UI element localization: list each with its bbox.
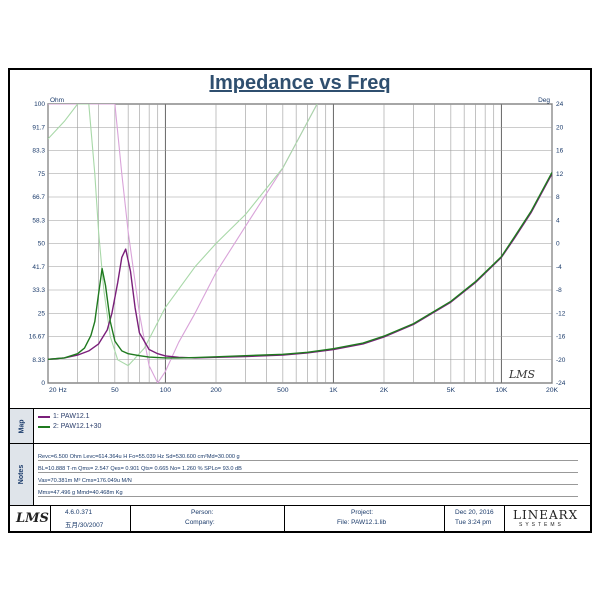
footer-brand-cell: LINEARX SYSTEMS	[504, 506, 590, 531]
notes-section: Notes Revc=6.500 Ohm Levc=614.364u H Fo=…	[10, 444, 590, 506]
y-left-axis-label: Ohm	[50, 97, 64, 104]
person-label: Person:	[191, 509, 214, 516]
y-left-tick-label: 41.7	[32, 264, 45, 271]
note-line-4: Mms=47.496 g Mmd=40.468m Kg	[38, 490, 578, 497]
company-label: Company:	[185, 519, 215, 526]
x-tick-label: 5K	[447, 387, 456, 394]
legend-item-2: 2: PAW12.1+30	[38, 423, 101, 430]
notes-side-label: Notes	[10, 444, 34, 505]
y-right-tick-label: -24	[556, 380, 566, 387]
y-right-tick-label: -4	[556, 264, 562, 271]
phase-series-line	[48, 104, 318, 367]
note-line-3: Vas=70.381m M³ Cms=176.049u M/N	[38, 478, 578, 485]
legend-swatch-2	[38, 425, 50, 428]
legend-label-1: 1: PAW12.1	[53, 413, 90, 420]
legend-section: Map 1: PAW12.1 2: PAW12.1+30	[10, 408, 590, 444]
notes-side-label-text: Notes	[17, 464, 25, 485]
y-left-tick-label: 50	[38, 241, 46, 248]
lms-logo: LMS	[16, 511, 49, 526]
y-left-tick-label: 16.67	[29, 334, 46, 341]
y-right-axis-label: Deg	[538, 97, 550, 104]
legend-label-2: 2: PAW12.1+30	[53, 423, 102, 430]
y-left-tick-label: 25	[38, 310, 46, 317]
y-left-tick-label: 83.3	[32, 148, 45, 155]
y-right-tick-label: 24	[556, 101, 564, 108]
y-right-tick-label: -20	[556, 357, 566, 364]
x-tick-label: 100	[160, 387, 172, 394]
x-tick-label: 20 Hz	[49, 387, 67, 394]
y-right-tick-label: -12	[556, 310, 566, 317]
y-right-tick-label: 8	[556, 194, 560, 201]
version-text: 4.6.0.371	[65, 509, 93, 516]
date-local-text: 五月/30/2007	[65, 522, 104, 529]
y-left-tick-label: 58.3	[32, 217, 45, 224]
x-tick-label: 200	[210, 387, 222, 394]
linearx-logo: LINEARX	[513, 508, 579, 522]
note-line-1: Revc=6.500 Ohm Levc=614.364u H Fo=55.039…	[38, 454, 578, 461]
y-left-tick-label: 8.33	[32, 357, 45, 364]
footer-person-cell: Person: Company:	[130, 506, 284, 531]
chart-title: Impedance vs Freq	[209, 72, 391, 94]
y-right-tick-label: 20	[556, 124, 564, 131]
x-tick-label: 10K	[495, 387, 508, 394]
note-line-2: BL=10.888 T·m Qms= 2.547 Qes= 0.901 Qts=…	[38, 466, 578, 473]
date-text: Dec 20, 2016	[455, 509, 494, 516]
y-right-tick-label: 0	[556, 241, 560, 248]
x-tick-label: 20K	[546, 387, 559, 394]
linearx-subtitle: SYSTEMS	[519, 522, 564, 528]
project-label: Project:	[351, 509, 374, 516]
x-tick-label: 1K	[329, 387, 338, 394]
y-left-tick-label: 75	[38, 171, 46, 178]
legend-item-1: 1: PAW12.1	[38, 413, 90, 420]
y-right-tick-label: 12	[556, 171, 564, 178]
footer-logo-cell: LMS	[10, 506, 50, 531]
x-tick-label: 2K	[380, 387, 389, 394]
lms-watermark: LMS	[508, 368, 536, 381]
time-text: Tue 3:24 pm	[455, 519, 492, 526]
legend-swatch-1	[38, 415, 50, 418]
footer-date-cell: Dec 20, 2016 Tue 3:24 pm	[444, 506, 504, 531]
footer-version-cell: 4.6.0.371 五月/30/2007	[50, 506, 130, 531]
footer-project-cell: Project: File: PAW12.1.lib	[284, 506, 444, 531]
legend-side-label-text: Map	[18, 419, 25, 433]
legend-side-label: Map	[10, 409, 34, 443]
y-left-tick-label: 0	[41, 380, 45, 387]
y-left-tick-label: 100	[34, 101, 45, 108]
y-right-tick-label: 4	[556, 217, 560, 224]
y-right-tick-label: -8	[556, 287, 562, 294]
x-tick-label: 50	[111, 387, 119, 394]
impedance-series-line	[48, 172, 552, 360]
y-left-tick-label: 33.3	[32, 287, 45, 294]
y-left-tick-label: 91.7	[32, 124, 45, 131]
file-label: File: PAW12.1.lib	[337, 519, 387, 526]
footer-bar: LMS 4.6.0.371 五月/30/2007 Person: Company…	[10, 506, 590, 531]
x-tick-label: 500	[277, 387, 289, 394]
y-right-tick-label: -16	[556, 334, 566, 341]
y-left-tick-label: 66.7	[32, 194, 45, 201]
y-right-tick-label: 16	[556, 148, 564, 155]
phase-series-line	[48, 104, 318, 383]
